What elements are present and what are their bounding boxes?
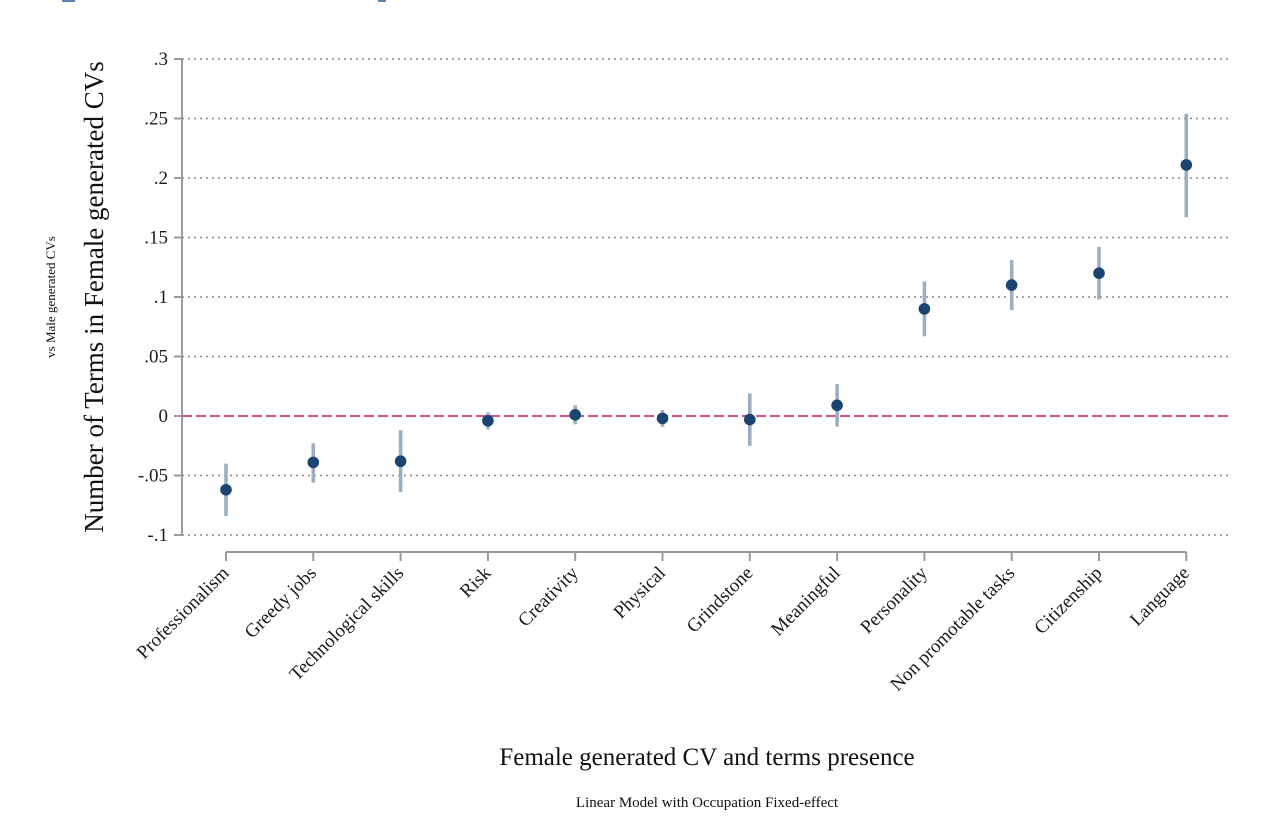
category-label: Greedy jobs (241, 563, 321, 643)
y-tick-label: .1 (154, 287, 168, 308)
category-label: Grindstone (683, 563, 758, 638)
category-label: Creativity (514, 562, 583, 631)
point-estimate (307, 456, 320, 469)
point-estimate (918, 303, 931, 315)
category-label: Meaningful (767, 563, 845, 641)
point-estimate (1005, 279, 1018, 291)
y-tick-label: .05 (144, 347, 168, 368)
category-label: Citizenship (1030, 563, 1106, 639)
point-estimate (220, 483, 232, 496)
y-tick-label: .2 (154, 168, 168, 189)
y-tick-label: -.05 (138, 466, 168, 487)
category-label: Personality (857, 562, 933, 638)
category-label: Professionalism (133, 563, 234, 664)
point-estimate (1180, 159, 1193, 171)
point-estimate (482, 414, 494, 427)
y-tick-label: .25 (144, 109, 168, 130)
point-estimate (569, 409, 581, 421)
category-label: Risk (456, 562, 496, 602)
point-estimate (656, 412, 669, 425)
category-label: Language (1126, 563, 1194, 631)
x-axis-title: Female generated CV and terms presence (499, 744, 914, 771)
y-axis-title: Number of Terms in Female generated CVs (79, 61, 109, 533)
axes: -.1 -.05 0 .05 .1 .15 .2 .25 .3 (138, 49, 1188, 561)
y-tick-label: .3 (154, 49, 168, 70)
point-estimates (220, 159, 1193, 496)
y-tick-label: -.1 (147, 525, 168, 546)
point-estimate (394, 455, 407, 468)
y-tick-label: 0 (159, 406, 169, 427)
point-estimate (744, 413, 756, 426)
y-tick-label: .15 (144, 228, 168, 249)
y-axis-subtitle: vs Male generated CVs (43, 236, 58, 358)
confidence-intervals (224, 113, 1189, 516)
chart-note: Linear Model with Occupation Fixed-effec… (576, 795, 839, 811)
category-labels: Professionalism Greedy jobsTechnological … (133, 562, 1194, 695)
category-label: Physical (610, 563, 670, 623)
grid-lines (182, 58, 1230, 536)
point-estimate (831, 399, 843, 412)
point-estimate (1093, 267, 1105, 280)
